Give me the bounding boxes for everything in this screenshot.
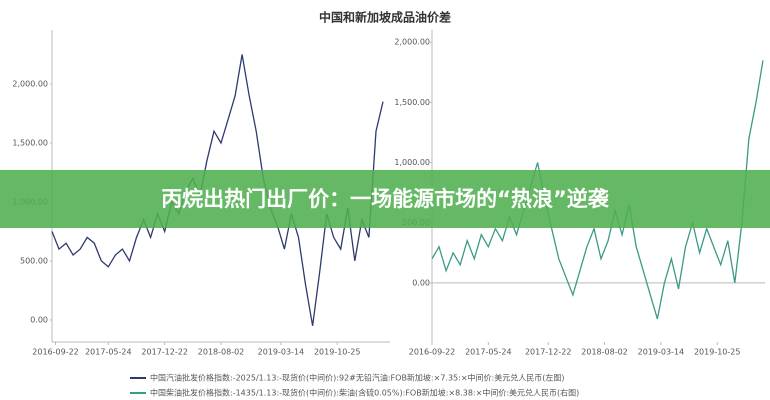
y-tick-label: 1,000.00 <box>394 158 430 167</box>
legend-label: 中国柴油批发价格指数:-1435/1.13:-现货价(中间价):柴油(含硫0.0… <box>150 388 579 398</box>
y-tick-label: 0.00 <box>30 315 48 324</box>
x-tick-label: 2019-03-14 <box>258 348 305 357</box>
x-tick-label: 2019-03-14 <box>638 348 685 357</box>
x-tick-label: 2017-12-22 <box>525 348 572 357</box>
y-tick-label: 2,000.00 <box>12 79 48 88</box>
data-line <box>431 60 764 320</box>
x-tick-label: 2017-05-24 <box>85 348 132 357</box>
x-tick-label: 2017-05-24 <box>465 348 512 357</box>
legend-label: 中国汽油批发价格指数:-2025/1.13:-现货价(中间价):92#无铅汽油:… <box>150 373 564 383</box>
y-tick-label: 2,000.00 <box>394 38 430 47</box>
x-tick-label: 2018-08-02 <box>198 348 245 357</box>
x-tick-label: 2016-09-22 <box>32 348 79 357</box>
banner-bg <box>0 170 770 228</box>
x-tick-label: 2019-10-25 <box>694 348 741 357</box>
x-tick-label: 2016-09-22 <box>409 348 456 357</box>
x-tick-label: 2018-08-02 <box>581 348 628 357</box>
x-tick-label: 2017-12-22 <box>141 348 188 357</box>
y-tick-label: 0.00 <box>412 278 430 287</box>
y-tick-label: 1,500.00 <box>12 138 48 147</box>
banner-text: 丙烷出热门出厂价：一场能源市场的“热浪”逆袭 <box>161 187 610 211</box>
x-tick-label: 2019-10-25 <box>314 348 361 357</box>
y-tick-label: 500.00 <box>20 256 48 265</box>
plot-layer: 0.00 500.00 1,000.00 1,500.00 2,000.00 2016-0… <box>12 38 765 398</box>
chart-title: 中国和新加坡成品油价差 <box>319 10 451 25</box>
y-tick-label: 1,500.00 <box>394 98 430 107</box>
